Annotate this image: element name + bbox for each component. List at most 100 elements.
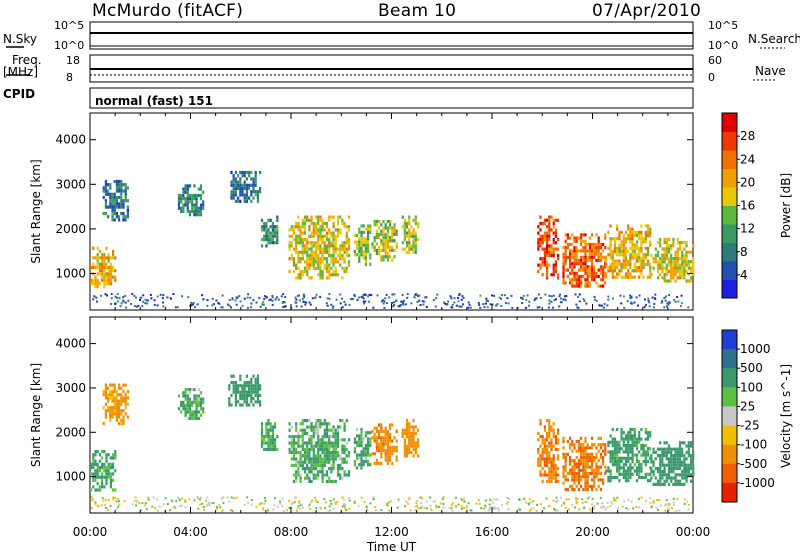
echo-region xyxy=(537,215,560,280)
echo-cell xyxy=(364,450,367,454)
echo-cell xyxy=(193,400,196,404)
echo-cell xyxy=(184,391,187,395)
echo-cell xyxy=(681,441,684,445)
echo-cell xyxy=(118,415,121,419)
echo-cell xyxy=(347,253,351,258)
noise-cell xyxy=(559,293,562,296)
echo-cell xyxy=(367,447,370,451)
echo-cell xyxy=(539,266,542,270)
noise-cell xyxy=(162,301,164,304)
echo-cell xyxy=(654,260,657,264)
echo-cell xyxy=(593,274,596,279)
noise-cell xyxy=(96,505,99,508)
echo-cell xyxy=(624,240,628,244)
echo-cell xyxy=(197,388,200,392)
echo-cell xyxy=(539,234,542,238)
noise-cell xyxy=(565,295,568,297)
echo-cell xyxy=(552,237,555,242)
echo-cell xyxy=(339,215,342,219)
echo-cell xyxy=(199,213,203,217)
echo-cell xyxy=(670,463,673,467)
echo-cell xyxy=(308,447,311,451)
echo-region xyxy=(177,388,205,420)
echo-cell xyxy=(599,255,602,259)
echo-cell xyxy=(297,266,300,270)
echo-cell xyxy=(295,479,298,483)
noise-cell xyxy=(664,504,667,507)
echo-cell xyxy=(659,257,662,261)
noise-cell xyxy=(397,305,400,308)
echo-cell xyxy=(199,203,203,207)
echo-cell xyxy=(360,253,363,257)
noise-cell xyxy=(406,296,409,299)
echo-cell xyxy=(659,237,662,241)
echo-cell xyxy=(122,211,125,216)
noise-cell xyxy=(372,498,375,500)
echo-cell xyxy=(124,402,127,406)
echo-cell xyxy=(670,269,673,273)
echo-cell xyxy=(101,466,104,470)
echo-cell xyxy=(683,276,686,280)
echo-cell xyxy=(562,455,565,460)
echo-cell xyxy=(111,405,114,410)
echo-region xyxy=(260,215,279,248)
echo-cell xyxy=(676,454,679,458)
noise-cell xyxy=(461,295,464,297)
echo-cell xyxy=(109,256,112,260)
echo-cell xyxy=(124,189,127,193)
echo-cell xyxy=(672,470,675,474)
echo-cell xyxy=(638,472,641,476)
echo-cell xyxy=(195,206,198,210)
echo-cell xyxy=(276,225,279,229)
echo-cell xyxy=(360,466,363,470)
echo-cell xyxy=(667,463,671,467)
echo-cell xyxy=(554,247,557,251)
echo-cell xyxy=(243,384,246,388)
echo-cell xyxy=(297,234,300,238)
echo-cell xyxy=(624,266,628,270)
echo-cell xyxy=(676,263,679,267)
echo-cell xyxy=(599,258,602,263)
echo-cell xyxy=(301,438,304,442)
echo-cell xyxy=(550,273,553,277)
noise-cell xyxy=(124,301,127,304)
noise-cell xyxy=(208,504,211,507)
echo-cell xyxy=(391,239,394,243)
echo-cell xyxy=(358,256,361,260)
echo-cell xyxy=(195,197,198,201)
echo-cell xyxy=(550,425,553,429)
echo-cell xyxy=(310,444,313,448)
echo-cell xyxy=(92,475,95,479)
echo-cell xyxy=(260,225,264,229)
noise-cell xyxy=(315,293,318,296)
noise-cell xyxy=(124,294,127,297)
noise-cell xyxy=(250,306,253,309)
echo-cell xyxy=(107,189,110,193)
echo-cell xyxy=(683,266,686,270)
echo-cell xyxy=(112,256,115,260)
echo-cell xyxy=(595,271,598,275)
echo-cell xyxy=(593,246,596,250)
echo-cell xyxy=(109,389,112,394)
echo-cell xyxy=(548,425,551,429)
echo-cell xyxy=(347,247,351,251)
noise-cell xyxy=(258,297,261,300)
echo-cell xyxy=(276,215,279,219)
echo-cell xyxy=(319,441,322,445)
echo-cell xyxy=(306,273,309,277)
echo-cell xyxy=(102,389,105,394)
echo-cell xyxy=(248,183,251,187)
echo-cell xyxy=(667,444,671,448)
noise-cell xyxy=(222,501,225,504)
echo-cell xyxy=(323,221,326,226)
noise-cell xyxy=(454,505,457,508)
noise-cell xyxy=(375,509,377,512)
echo-cell xyxy=(573,258,576,263)
echo-cell xyxy=(624,262,628,266)
noise-cell xyxy=(487,300,489,302)
echo-cell xyxy=(317,244,320,248)
noise-cell xyxy=(302,300,305,303)
echo-cell xyxy=(360,456,363,460)
echo-cell xyxy=(290,241,293,245)
echo-cell xyxy=(616,272,619,276)
